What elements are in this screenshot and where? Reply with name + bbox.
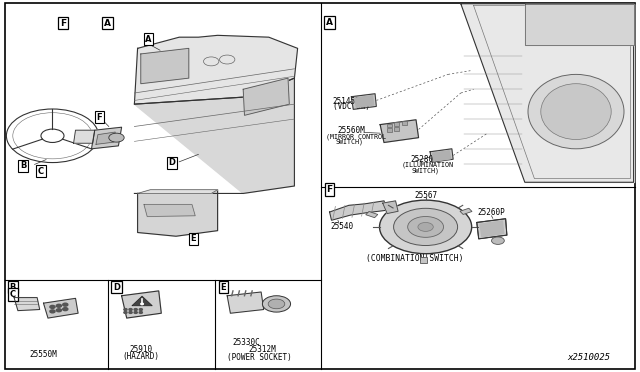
Polygon shape <box>92 127 122 149</box>
Text: A: A <box>145 35 152 44</box>
Circle shape <box>124 312 127 313</box>
Bar <box>394 127 399 131</box>
Bar <box>365 211 378 218</box>
Polygon shape <box>138 190 218 236</box>
Polygon shape <box>330 201 387 220</box>
Text: (POWER SOCKET): (POWER SOCKET) <box>227 353 292 362</box>
Circle shape <box>129 309 132 310</box>
Text: E: E <box>191 234 196 243</box>
Text: F: F <box>60 19 66 28</box>
Polygon shape <box>461 4 634 182</box>
Text: C: C <box>10 290 16 299</box>
Circle shape <box>418 222 433 231</box>
Polygon shape <box>525 4 634 45</box>
Text: 25550M: 25550M <box>29 350 58 359</box>
Text: D: D <box>168 158 175 167</box>
Bar <box>387 128 392 132</box>
Circle shape <box>134 309 138 310</box>
Circle shape <box>141 303 143 305</box>
Text: A: A <box>326 18 333 27</box>
Circle shape <box>268 299 285 309</box>
Circle shape <box>140 309 143 310</box>
Circle shape <box>109 133 124 142</box>
Circle shape <box>56 304 61 307</box>
Polygon shape <box>138 190 218 193</box>
Circle shape <box>134 312 138 313</box>
Bar <box>387 124 392 127</box>
Polygon shape <box>477 219 507 239</box>
Polygon shape <box>132 296 152 306</box>
Polygon shape <box>480 221 504 237</box>
Text: (MIRROR CONTROL: (MIRROR CONTROL <box>326 133 387 140</box>
Text: x2510025: x2510025 <box>567 353 611 362</box>
Text: A: A <box>104 19 111 28</box>
Circle shape <box>63 308 68 311</box>
Circle shape <box>492 237 504 244</box>
Circle shape <box>56 309 61 312</box>
Text: SWITCH): SWITCH) <box>335 138 364 145</box>
Text: 25145P: 25145P <box>333 97 360 106</box>
Text: SWITCH): SWITCH) <box>412 167 440 174</box>
Circle shape <box>50 310 55 313</box>
Circle shape <box>380 200 472 254</box>
Text: F: F <box>326 185 333 194</box>
Circle shape <box>63 303 68 306</box>
Circle shape <box>262 296 291 312</box>
Ellipse shape <box>528 74 624 149</box>
Polygon shape <box>122 291 161 318</box>
Text: E: E <box>221 283 226 292</box>
Text: 25540: 25540 <box>330 222 353 231</box>
Bar <box>460 208 472 214</box>
Polygon shape <box>351 94 376 109</box>
Polygon shape <box>74 130 95 143</box>
Circle shape <box>408 217 444 237</box>
Text: 25567: 25567 <box>414 191 437 200</box>
Polygon shape <box>430 149 453 162</box>
Polygon shape <box>44 298 78 318</box>
Polygon shape <box>14 298 40 311</box>
Text: (COMBINATION SWITCH): (COMBINATION SWITCH) <box>366 254 463 263</box>
Circle shape <box>50 305 55 308</box>
Polygon shape <box>355 96 374 108</box>
Polygon shape <box>243 78 289 115</box>
Polygon shape <box>433 151 451 161</box>
Polygon shape <box>383 201 398 214</box>
Text: F: F <box>97 113 102 122</box>
Text: 25330C: 25330C <box>232 338 260 347</box>
Bar <box>402 121 407 125</box>
Circle shape <box>124 309 127 310</box>
Circle shape <box>129 312 132 313</box>
Text: (HAZARD): (HAZARD) <box>122 352 159 361</box>
Text: D: D <box>113 283 120 292</box>
Text: B: B <box>20 161 26 170</box>
Polygon shape <box>134 78 294 193</box>
Text: 25280: 25280 <box>411 155 434 164</box>
Polygon shape <box>134 35 298 104</box>
Text: 25260P: 25260P <box>477 208 505 217</box>
Polygon shape <box>380 120 419 142</box>
Text: B: B <box>10 283 16 292</box>
Text: (VDC SW): (VDC SW) <box>333 102 370 111</box>
Polygon shape <box>227 292 264 313</box>
Bar <box>394 122 399 126</box>
Polygon shape <box>96 132 115 144</box>
Ellipse shape <box>541 84 611 140</box>
Circle shape <box>140 312 143 313</box>
Text: C: C <box>38 167 44 176</box>
Text: 25560M: 25560M <box>338 126 365 135</box>
Text: 25312M: 25312M <box>248 345 276 354</box>
Text: 25910: 25910 <box>129 345 152 354</box>
Circle shape <box>394 208 458 246</box>
Bar <box>420 257 427 263</box>
Polygon shape <box>144 205 195 217</box>
Polygon shape <box>141 48 189 84</box>
Text: (ILLUMINATION: (ILLUMINATION <box>402 162 454 169</box>
